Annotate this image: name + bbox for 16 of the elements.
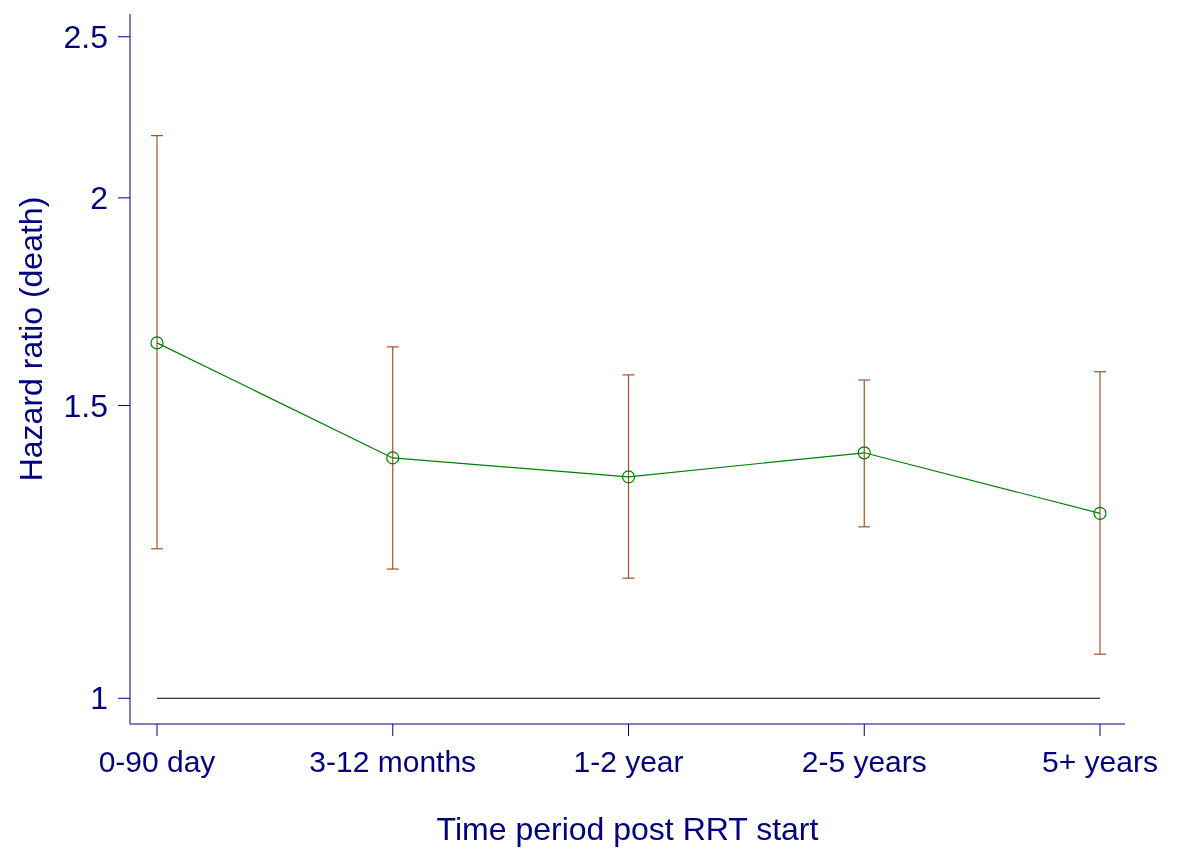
x-tick-label: 3-12 months — [309, 745, 477, 778]
x-axis-title: Time period post RRT start — [436, 811, 819, 847]
y-tick-label: 2 — [90, 180, 108, 217]
x-tick-label: 5+ years — [1042, 745, 1158, 778]
x-tick-label: 0-90 day — [98, 745, 216, 778]
point — [150, 336, 164, 350]
y-tick-label: 1 — [90, 680, 108, 717]
y-tick-label: 2.5 — [63, 18, 108, 55]
y-tick-label: 1.5 — [63, 387, 108, 424]
point — [1093, 506, 1107, 520]
point — [857, 446, 871, 460]
x-tick-label: 1-2 year — [573, 745, 684, 778]
x-tick-label: 2-5 years — [801, 745, 927, 778]
point — [621, 470, 636, 484]
point — [386, 451, 400, 465]
y-axis-title: Hazard ratio (death) — [13, 196, 49, 482]
